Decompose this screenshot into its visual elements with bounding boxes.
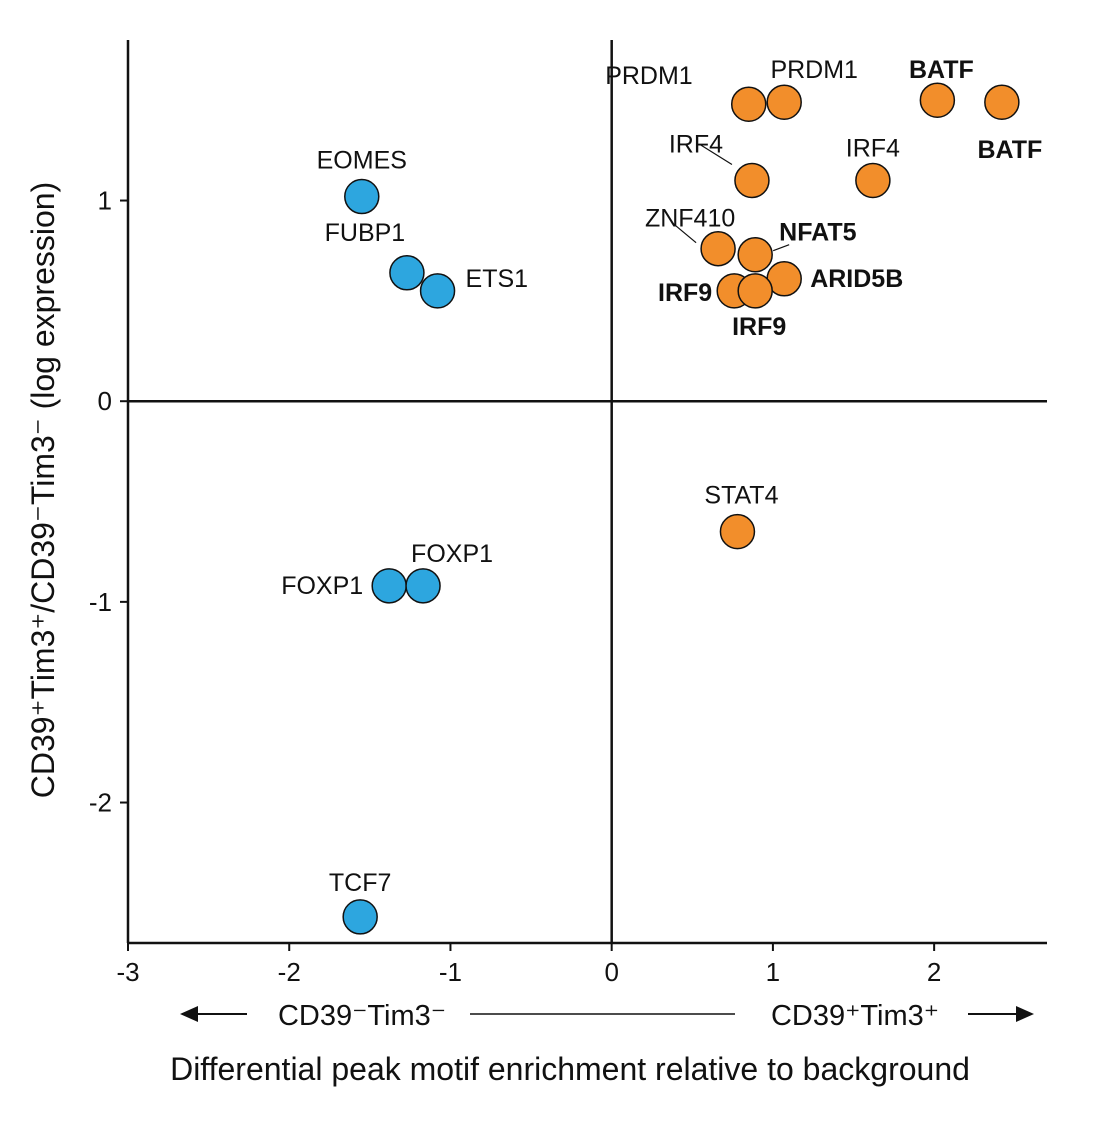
point-label: ARID5B: [810, 265, 903, 293]
point-stat4: [719, 513, 756, 550]
y-tick-label: -2: [89, 788, 112, 818]
x-tick-label: -2: [278, 957, 301, 987]
point-nfat5: [737, 236, 773, 273]
point-label: EOMES: [317, 147, 407, 175]
direction-label-right: CD39⁺Tim3⁺: [771, 1000, 939, 1032]
leader-line: [772, 244, 790, 252]
point-irf4: [734, 162, 770, 199]
x-axis-label: Differential peak motif enrichment relat…: [170, 1051, 970, 1087]
x-tick-label: 1: [766, 957, 780, 987]
y-tick-label: -1: [89, 587, 112, 617]
axes: [126, 40, 1047, 945]
direction-arrow-left: [180, 1006, 247, 1022]
leader-line: [699, 143, 733, 165]
point-label: IRF4: [846, 134, 900, 162]
point-label: BATF: [977, 136, 1042, 164]
point-eomes: [344, 178, 380, 215]
point-prdm1: [730, 86, 767, 122]
points: [342, 82, 1020, 935]
x-tick-label: -3: [116, 957, 139, 987]
point-irf9: [737, 273, 773, 309]
y-tick-label: 1: [98, 186, 112, 216]
point-prdm1: [766, 84, 802, 120]
point-foxp1: [405, 568, 441, 604]
point-label: PRDM1: [770, 56, 858, 84]
point-label: ZNF410: [645, 205, 735, 233]
direction-label-left: CD39⁻Tim3⁻: [278, 1000, 446, 1032]
point-tcf7: [342, 899, 378, 935]
point-label: NFAT5: [779, 219, 856, 247]
x-tick-label: -1: [439, 957, 462, 987]
point-label: IRF9: [732, 313, 786, 341]
point-label: FUBP1: [325, 219, 406, 247]
point-label: IRF4: [669, 130, 723, 158]
point-batf: [984, 84, 1020, 120]
y-tick-label: 0: [98, 386, 112, 416]
point-label: IRF9: [658, 279, 712, 307]
ticks: -3 -2 -1 0 1 2 -2 -1 0 1: [89, 186, 941, 987]
point-label: FOXP1: [411, 540, 493, 568]
point-batf: [919, 82, 956, 118]
point-label: BATF: [909, 56, 974, 84]
point-label: FOXP1: [281, 572, 363, 600]
leader-line: [671, 222, 697, 244]
point-fubp1: [389, 255, 425, 291]
point-label: ETS1: [466, 265, 529, 293]
point-label: TCF7: [329, 869, 392, 897]
x-tick-label: 2: [927, 957, 941, 987]
point-label: STAT4: [704, 482, 778, 510]
point-labels: EOMES FUBP1 ETS1 FOXP1 FOXP1 TCF7 PRDM1 PRDM1 BA…: [281, 56, 1042, 897]
point-irf4: [855, 162, 891, 199]
direction-arrow-right: [968, 1006, 1034, 1022]
point-foxp1: [371, 568, 407, 604]
point-label: PRDM1: [605, 62, 693, 90]
x-tick-label: 0: [604, 957, 618, 987]
point-ets1: [419, 273, 456, 309]
leader-lines: [671, 143, 790, 252]
point-znf410: [700, 230, 736, 267]
y-axis-label: CD39⁺Tim3⁺/CD39⁻Tim3⁻ (log expression): [25, 182, 61, 798]
